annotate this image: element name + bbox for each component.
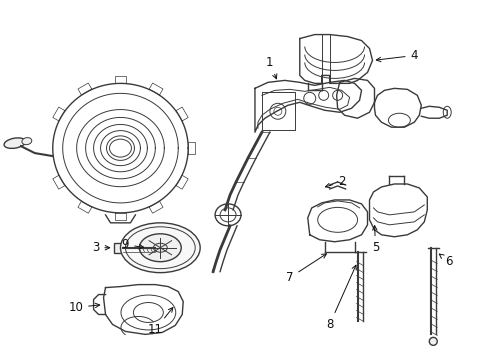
Text: 2: 2: [325, 175, 345, 189]
Ellipse shape: [4, 138, 26, 148]
Ellipse shape: [139, 234, 181, 262]
Ellipse shape: [22, 138, 32, 145]
Text: 9: 9: [122, 238, 143, 251]
Text: 11: 11: [147, 307, 172, 336]
Ellipse shape: [153, 243, 167, 252]
Text: 5: 5: [371, 226, 378, 254]
Text: 8: 8: [325, 265, 355, 331]
Text: 6: 6: [438, 254, 452, 268]
Text: 1: 1: [265, 56, 276, 79]
Text: 7: 7: [285, 254, 326, 284]
Ellipse shape: [120, 223, 200, 273]
Text: 10: 10: [68, 301, 100, 314]
Text: 3: 3: [92, 241, 109, 254]
Text: 4: 4: [376, 49, 417, 62]
Circle shape: [428, 337, 436, 345]
Bar: [113, 243, 123, 253]
